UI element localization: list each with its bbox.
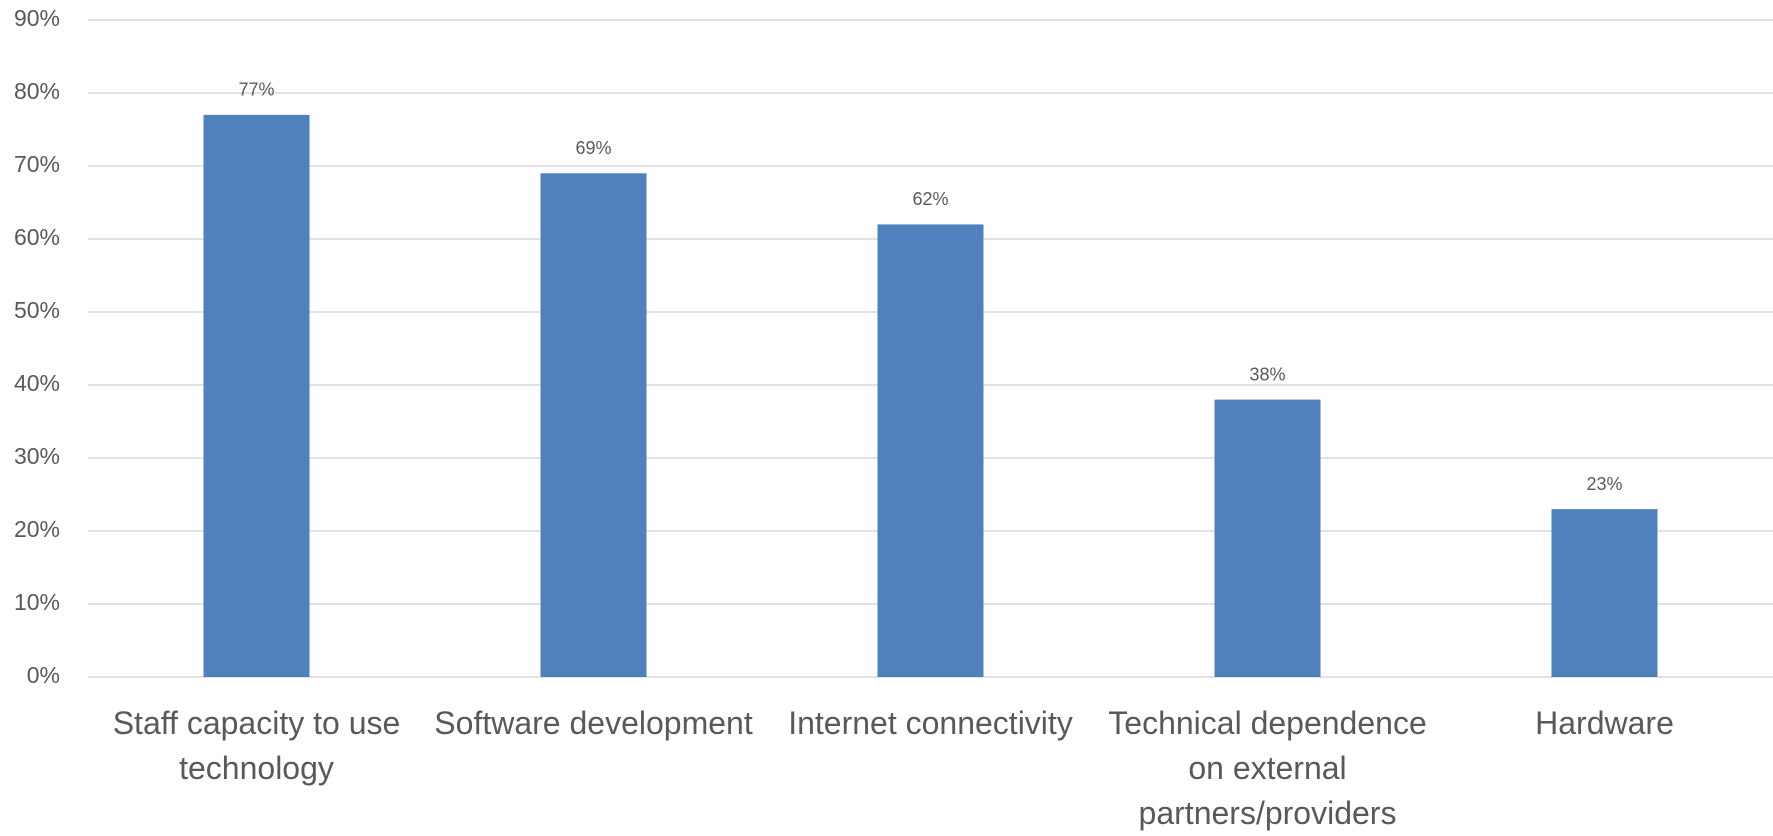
y-tick-label: 90%	[14, 5, 60, 31]
value-label: 77%	[238, 80, 274, 100]
x-tick-label: Software development	[434, 705, 753, 741]
y-tick-label: 80%	[14, 78, 60, 104]
bar	[203, 114, 310, 677]
value-label: 38%	[1249, 364, 1285, 384]
x-tick-label: Technical dependence on external partner…	[1108, 705, 1427, 831]
y-tick-label: 50%	[14, 297, 60, 323]
value-label: 62%	[912, 189, 948, 209]
y-tick-label: 70%	[14, 151, 60, 177]
value-label: 23%	[1586, 474, 1622, 494]
y-tick-label: 60%	[14, 224, 60, 250]
x-tick-label: Hardware	[1535, 705, 1674, 741]
bar	[540, 173, 647, 678]
y-tick-label: 10%	[14, 589, 60, 615]
bar	[877, 224, 984, 677]
y-tick-label: 40%	[14, 370, 60, 396]
y-tick-label: 0%	[27, 662, 60, 688]
bar	[1214, 399, 1321, 677]
y-tick-label: 30%	[14, 443, 60, 469]
y-tick-label: 20%	[14, 516, 60, 542]
value-label: 69%	[575, 138, 611, 158]
x-tick-label: Staff capacity to use technology	[112, 705, 401, 786]
bar	[1551, 509, 1658, 677]
x-tick-label: Internet connectivity	[788, 705, 1073, 741]
